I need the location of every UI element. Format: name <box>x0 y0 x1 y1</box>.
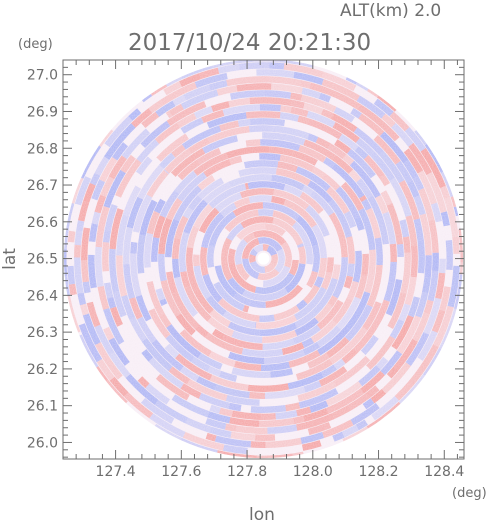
chart-title: 2017/10/24 20:21:30 <box>128 30 371 56</box>
y-axis-title: lat <box>0 248 20 270</box>
y-tick-label: 26.3 <box>27 325 58 341</box>
y-tick-label: 26.1 <box>27 399 58 415</box>
y-tick-label: 26.8 <box>27 141 58 157</box>
y-tick-label: 26.2 <box>27 362 58 378</box>
y-tick-label: 26.6 <box>27 215 58 231</box>
center-point <box>257 252 270 265</box>
y-axis: 26.0 26.1 26.2 26.3 26.4 26.5 26.6 26.7 26.8 26.9… <box>27 59 464 458</box>
plot-frame <box>62 59 465 460</box>
x-axis: 127.4 127.6 127.8 128.0 128.2 128.4 <box>62 60 464 480</box>
y-tick-label: 26.9 <box>27 104 58 120</box>
y-tick-label: 26.5 <box>27 252 58 268</box>
y-tick-label: 27.0 <box>27 68 58 84</box>
x-tick-label: 127.6 <box>161 464 201 480</box>
altitude-label: ALT(km) 2.0 <box>340 1 441 21</box>
x-tick-label: 128.4 <box>424 464 464 480</box>
y-tick-label: 26.7 <box>27 178 58 194</box>
x-tick-label: 128.0 <box>293 464 333 480</box>
x-tick-label: 127.8 <box>227 464 267 480</box>
y-tick-label: 26.0 <box>27 435 58 451</box>
x-tick-label: 128.2 <box>358 464 398 480</box>
y-tick-label: 26.4 <box>27 288 58 304</box>
x-tick-label: 127.4 <box>96 464 136 480</box>
y-unit-label: (deg) <box>18 37 53 52</box>
scan-disc <box>64 60 463 459</box>
x-axis-title: lon <box>249 505 275 521</box>
x-unit-label: (deg) <box>452 486 487 501</box>
